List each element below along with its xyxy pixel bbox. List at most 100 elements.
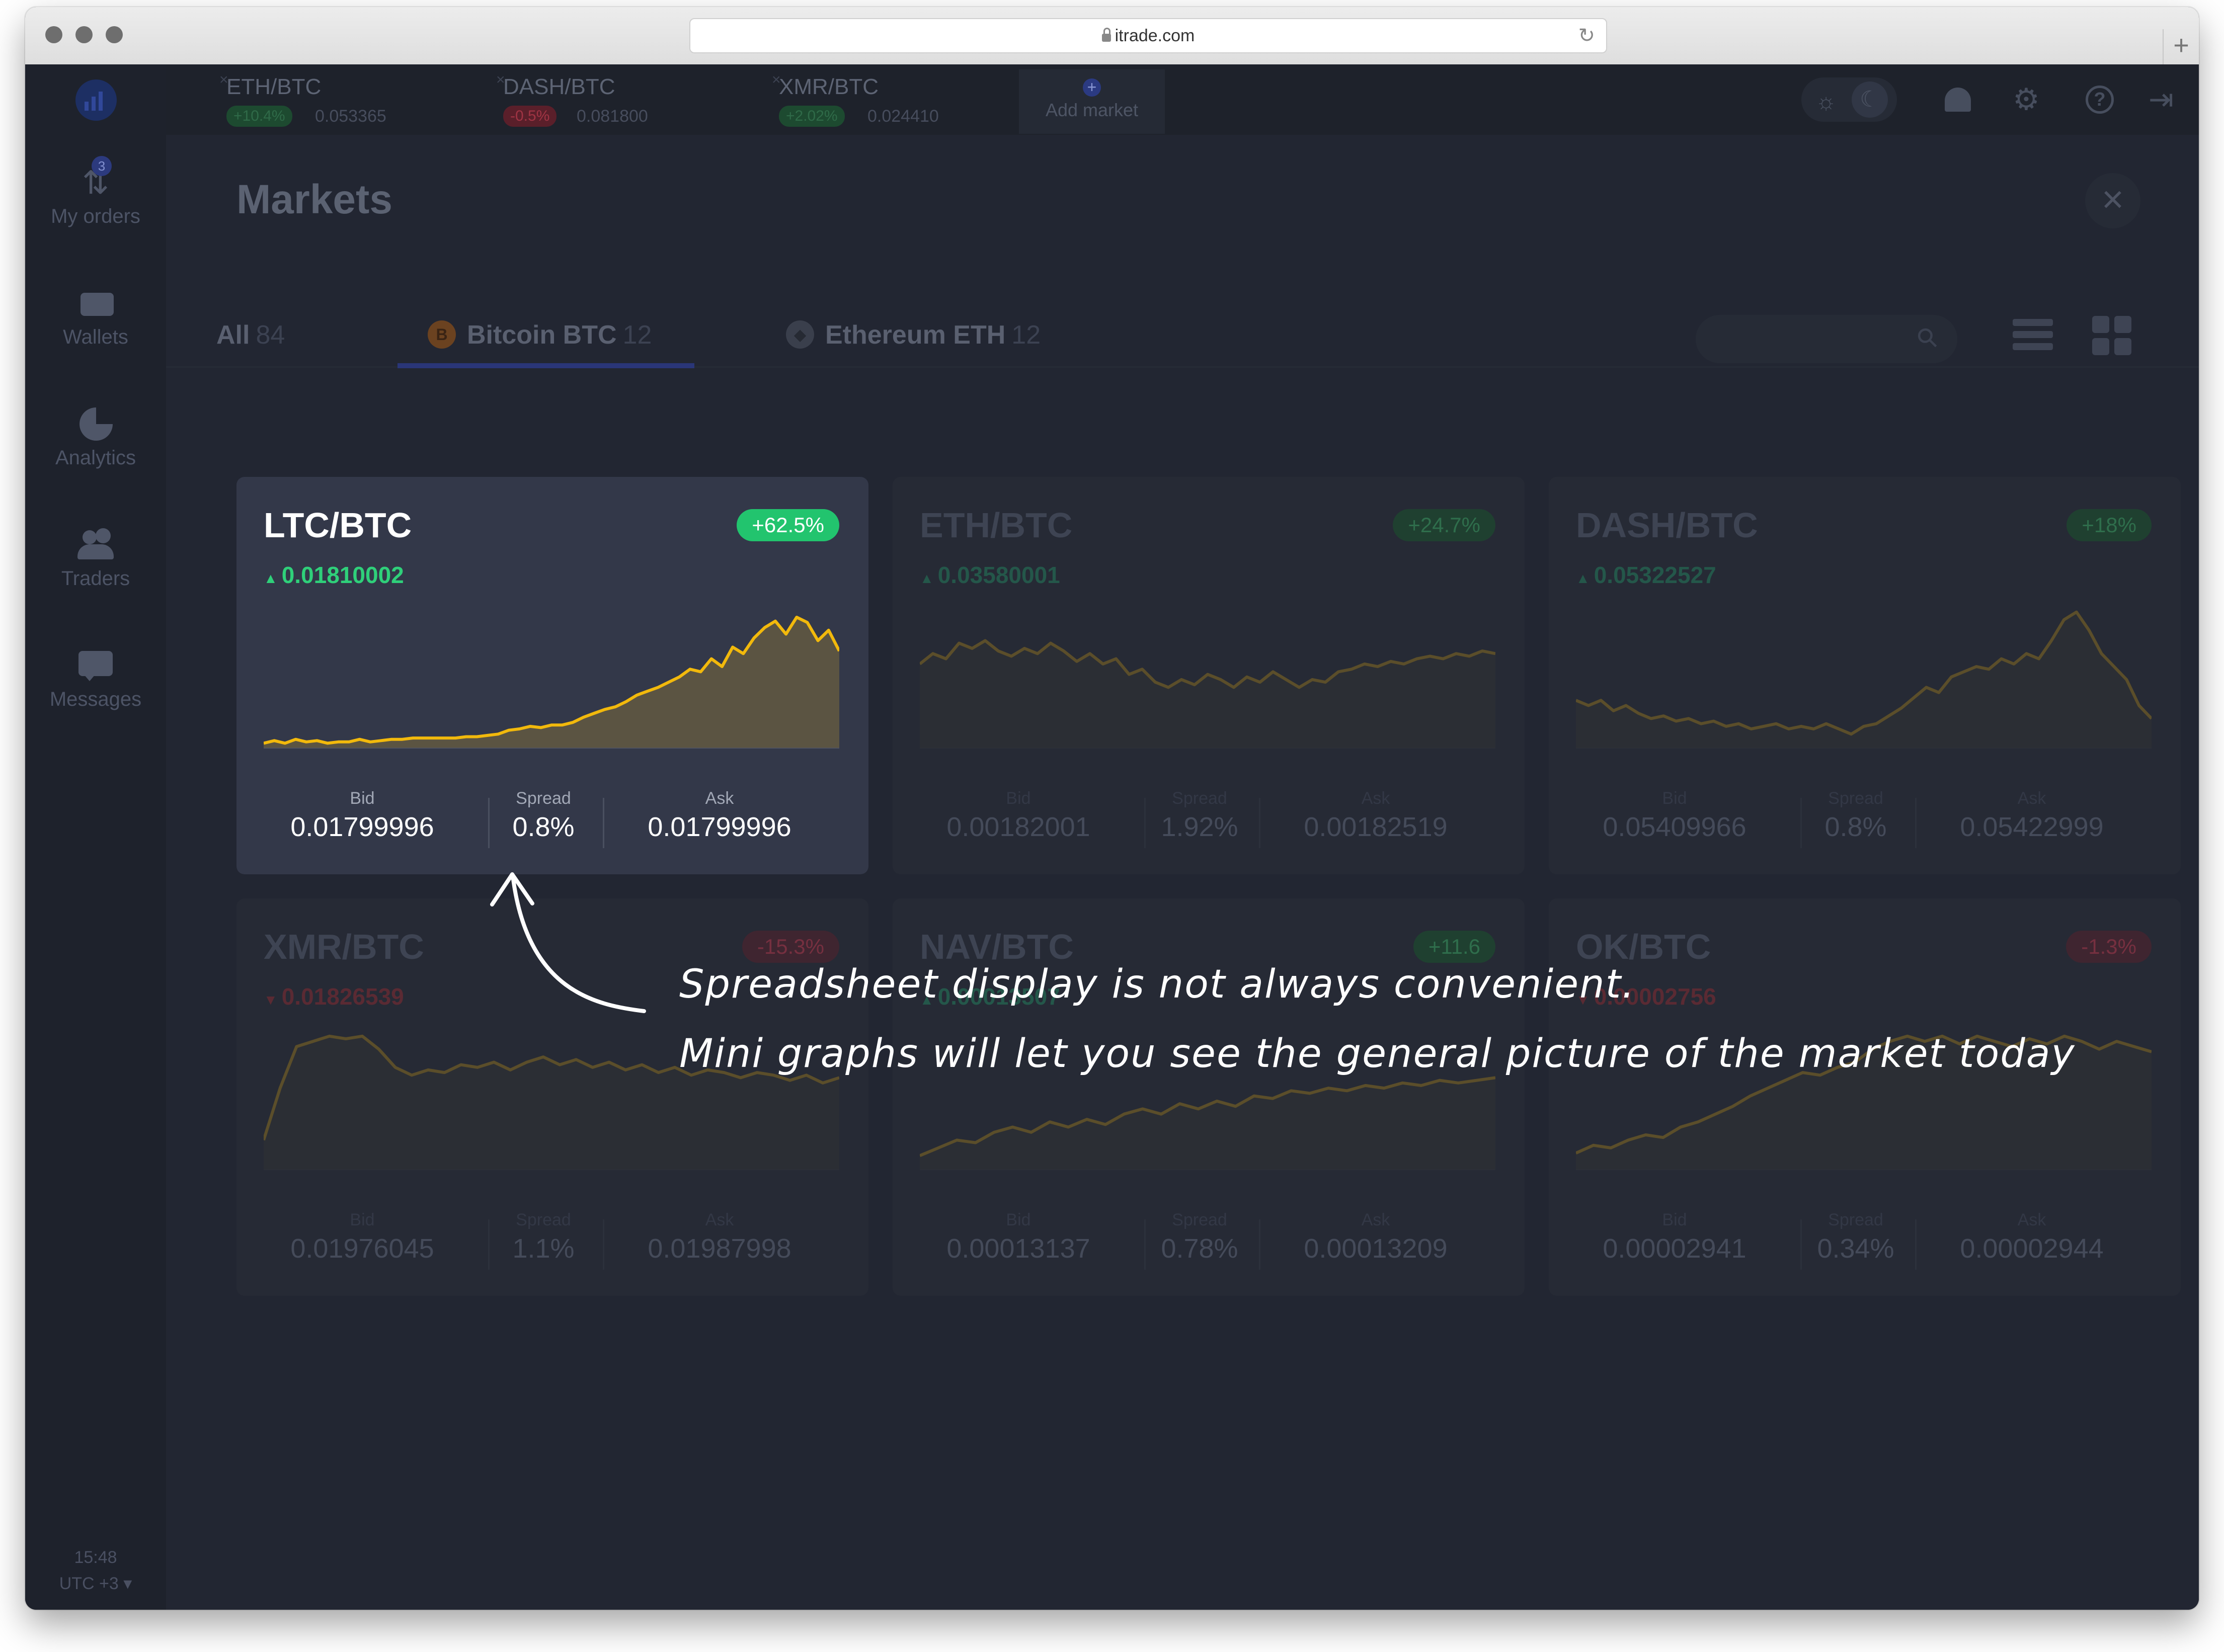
ask-label: Ask bbox=[1361, 1210, 1390, 1229]
change-badge: -15.3% bbox=[742, 931, 839, 963]
top-bar: × ETH/BTC +10.4% 0.053365 × DASH/BTC -0.… bbox=[166, 64, 2199, 135]
app-logo[interactable] bbox=[75, 79, 117, 121]
chart-area bbox=[264, 1036, 839, 1170]
add-market-button[interactable]: + Add market bbox=[1019, 69, 1165, 134]
bell-icon[interactable] bbox=[1945, 85, 1971, 112]
close-tab-icon[interactable]: × bbox=[772, 71, 781, 88]
reload-icon[interactable]: ↻ bbox=[1578, 25, 1595, 47]
sidebar-item-my-orders[interactable]: ⇅ 3 My orders bbox=[25, 156, 166, 228]
grid-view-button[interactable] bbox=[2092, 316, 2132, 356]
card-stats: Bid 0.00182001 Spread 1.92% Ask 0.00182519 bbox=[893, 789, 1525, 849]
logout-icon[interactable]: ⇥ bbox=[2149, 82, 2174, 116]
last-price: ▲ 0.01810002 bbox=[264, 561, 404, 589]
ask-value: 0.00002944 bbox=[1960, 1233, 2104, 1264]
market-tab[interactable]: × DASH/BTC -0.5% 0.081800 bbox=[496, 64, 770, 135]
card-pair: DASH/BTC bbox=[1576, 506, 1758, 545]
market-card[interactable]: NAV/BTC +11.6 ▲ 0.00013507 Bid 0.00013137 Spre… bbox=[893, 898, 1525, 1296]
active-tab-indicator bbox=[398, 363, 694, 368]
close-tab-icon[interactable]: × bbox=[496, 71, 505, 88]
chart-line bbox=[264, 1034, 839, 1141]
market-tab[interactable]: × XMR/BTC +2.02% 0.024410 bbox=[772, 64, 1046, 135]
close-panel-button[interactable]: × bbox=[2085, 173, 2140, 228]
last-price-value: 0.05322527 bbox=[1594, 562, 1716, 588]
help-icon[interactable]: ? bbox=[2086, 85, 2114, 114]
card-stats: Bid 0.05409966 Spread 0.8% Ask 0.05422999 bbox=[1549, 789, 2181, 849]
divider bbox=[603, 798, 604, 848]
ask-stat: Ask 0.00182519 bbox=[1285, 789, 1466, 843]
chart-area bbox=[264, 617, 839, 749]
list-view-button[interactable] bbox=[2013, 319, 2053, 354]
sidebar-item-label: Messages bbox=[49, 688, 142, 710]
divider bbox=[1915, 798, 1917, 848]
tab-change-badge: +2.02% bbox=[779, 106, 845, 127]
ask-stat: Ask 0.05422999 bbox=[1941, 789, 2122, 843]
bid-label: Bid bbox=[350, 1210, 375, 1229]
card-stats: Bid 0.01976045 Spread 1.1% Ask 0.01987998 bbox=[236, 1210, 868, 1271]
market-card[interactable]: XMR/BTC -15.3% ▼ 0.01826539 Bid 0.01976045 Spr… bbox=[236, 898, 868, 1296]
chart-area bbox=[1576, 612, 2152, 749]
ask-value: 0.00013209 bbox=[1304, 1233, 1448, 1264]
divider bbox=[1259, 1219, 1260, 1270]
sidebar-item-messages[interactable]: Messages bbox=[25, 648, 166, 711]
sidebar-item-wallets[interactable]: Wallets bbox=[25, 286, 166, 349]
maximize-window-button[interactable] bbox=[106, 26, 123, 43]
sun-icon: ☼ bbox=[1815, 88, 1837, 114]
divider bbox=[603, 1219, 604, 1270]
search-input[interactable]: ⚲ bbox=[1696, 315, 1957, 363]
last-price: ▲ 0.03580001 bbox=[920, 561, 1060, 589]
address-bar[interactable]: itrade.com ↻ bbox=[689, 18, 1607, 53]
gear-icon[interactable]: ⚙ bbox=[2013, 82, 2040, 116]
bid-stat: Bid 0.05409966 bbox=[1599, 789, 1750, 843]
bid-value: 0.01799996 bbox=[290, 812, 434, 842]
mini-chart bbox=[920, 639, 1495, 749]
theme-toggle[interactable]: ☼ ☾ bbox=[1801, 77, 1897, 122]
ethereum-icon: ◆ bbox=[786, 320, 814, 349]
bid-stat: Bid 0.00013137 bbox=[943, 1210, 1094, 1264]
close-window-button[interactable] bbox=[45, 26, 62, 43]
triangle-up-icon: ▲ bbox=[1576, 570, 1590, 586]
spread-value: 0.8% bbox=[1824, 812, 1887, 842]
new-tab-button[interactable]: + bbox=[2163, 29, 2199, 64]
ask-label: Ask bbox=[705, 1210, 734, 1229]
sidebar-item-traders[interactable]: Traders bbox=[25, 527, 166, 590]
close-tab-icon[interactable]: × bbox=[219, 71, 228, 88]
tab-bitcoin[interactable]: B Bitcoin BTC 12 bbox=[428, 320, 652, 351]
last-price-value: 0.00002756 bbox=[1594, 983, 1716, 1010]
wallet-icon bbox=[75, 286, 116, 321]
bid-label: Bid bbox=[1662, 789, 1687, 808]
market-card[interactable]: OK/BTC -1.3% ▼ 0.00002756 Bid 0.00002941 Sprea… bbox=[1549, 898, 2181, 1296]
tab-count: 12 bbox=[1011, 320, 1041, 350]
ask-stat: Ask 0.01987998 bbox=[629, 1210, 810, 1264]
tab-all[interactable]: All 84 bbox=[216, 320, 285, 350]
last-price-value: 0.00013507 bbox=[937, 983, 1060, 1010]
ask-label: Ask bbox=[2017, 789, 2046, 808]
change-badge: +24.7% bbox=[1393, 509, 1495, 541]
sidebar-item-analytics[interactable]: Analytics bbox=[25, 406, 166, 469]
add-market-label: Add market bbox=[1045, 100, 1139, 120]
market-card[interactable]: LTC/BTC +62.5% ▲ 0.01810002 Bid 0.01799996 Spr… bbox=[236, 477, 868, 874]
orders-count-badge: 3 bbox=[92, 156, 112, 176]
triangle-down-icon: ▼ bbox=[1576, 992, 1590, 1008]
tab-count: 84 bbox=[256, 320, 285, 350]
timezone-select[interactable]: UTC +3 ▾ bbox=[59, 1574, 132, 1593]
bid-value: 0.00002941 bbox=[1603, 1233, 1746, 1264]
minimize-window-button[interactable] bbox=[75, 26, 93, 43]
tab-price: 0.024410 bbox=[867, 107, 939, 126]
card-pair: OK/BTC bbox=[1576, 927, 1711, 966]
mini-chart bbox=[264, 1034, 839, 1170]
tab-ethereum[interactable]: ◆ Ethereum ETH 12 bbox=[786, 320, 1041, 351]
pie-chart-icon bbox=[75, 406, 116, 442]
market-card[interactable]: ETH/BTC +24.7% ▲ 0.03580001 Bid 0.00182001 Spr… bbox=[893, 477, 1525, 874]
change-badge: +18% bbox=[2067, 509, 2152, 541]
market-tab[interactable]: × ETH/BTC +10.4% 0.053365 bbox=[219, 64, 493, 135]
card-pair: ETH/BTC bbox=[920, 506, 1073, 545]
tab-label: All bbox=[216, 320, 250, 350]
market-card[interactable]: DASH/BTC +18% ▲ 0.05322527 Bid 0.05409966 Spre… bbox=[1549, 477, 2181, 874]
spread-stat: Spread 1.92% bbox=[1149, 789, 1250, 843]
annotation-line-2: Mini graphs will let you see the general… bbox=[679, 1031, 2076, 1077]
card-pair: NAV/BTC bbox=[920, 927, 1074, 966]
clock-time: 15:48 bbox=[74, 1548, 117, 1567]
spread-label: Spread bbox=[516, 1210, 571, 1229]
ask-label: Ask bbox=[1361, 789, 1390, 808]
filter-tabs: All 84 B Bitcoin BTC 12 ◆ Ethereum ETH 12 ⚲ bbox=[166, 296, 2199, 368]
